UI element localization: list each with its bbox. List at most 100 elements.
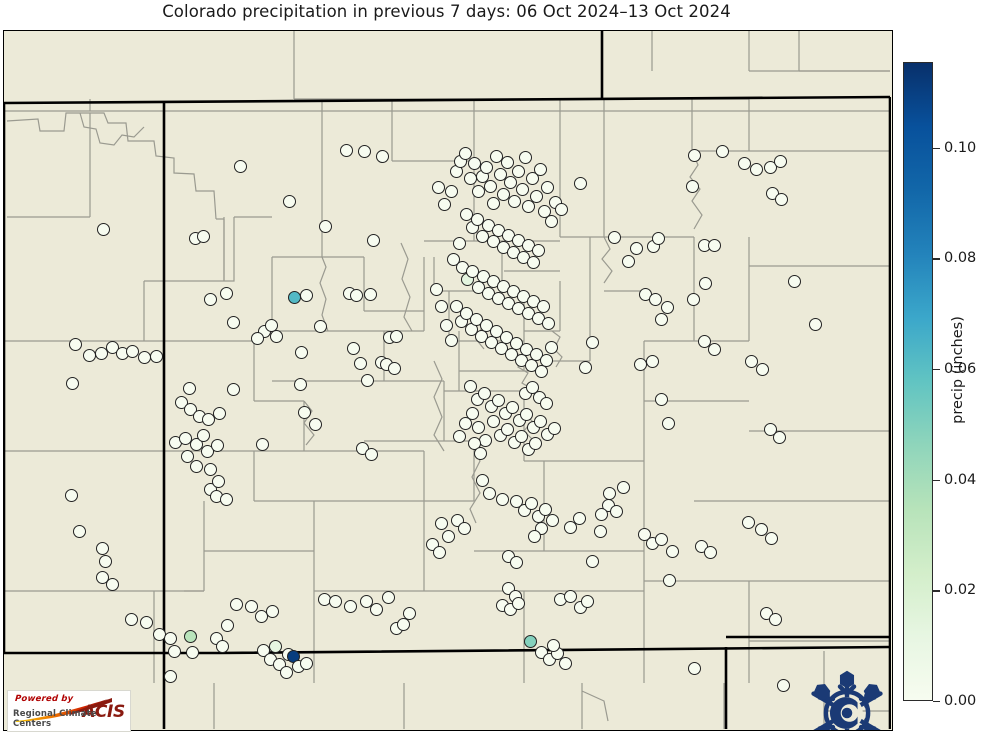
- station-marker[interactable]: [434, 516, 448, 530]
- station-marker[interactable]: [429, 282, 443, 296]
- station-marker[interactable]: [524, 496, 538, 510]
- station-marker[interactable]: [755, 362, 769, 376]
- station-marker[interactable]: [764, 531, 778, 545]
- station-marker[interactable]: [210, 438, 224, 452]
- station-marker[interactable]: [703, 545, 717, 559]
- station-marker[interactable]: [661, 416, 675, 430]
- station-marker[interactable]: [763, 422, 777, 436]
- station-marker[interactable]: [402, 606, 416, 620]
- station-marker[interactable]: [183, 629, 197, 643]
- station-marker[interactable]: [563, 589, 577, 603]
- station-marker[interactable]: [215, 639, 229, 653]
- station-marker[interactable]: [536, 299, 550, 313]
- station-marker[interactable]: [754, 522, 768, 536]
- station-marker[interactable]: [452, 429, 466, 443]
- station-marker[interactable]: [452, 236, 466, 250]
- station-marker[interactable]: [182, 381, 196, 395]
- station-marker[interactable]: [489, 324, 503, 338]
- station-marker[interactable]: [318, 219, 332, 233]
- station-marker[interactable]: [444, 333, 458, 347]
- station-marker[interactable]: [776, 678, 790, 692]
- station-marker[interactable]: [200, 444, 214, 458]
- station-marker[interactable]: [578, 360, 592, 374]
- station-marker[interactable]: [489, 149, 503, 163]
- station-marker[interactable]: [707, 238, 721, 252]
- station-marker[interactable]: [265, 604, 279, 618]
- station-marker[interactable]: [511, 164, 525, 178]
- station-marker[interactable]: [687, 148, 701, 162]
- station-marker[interactable]: [477, 386, 491, 400]
- station-marker[interactable]: [64, 488, 78, 502]
- station-marker[interactable]: [308, 417, 322, 431]
- station-marker[interactable]: [233, 159, 247, 173]
- station-marker[interactable]: [537, 204, 551, 218]
- station-marker[interactable]: [648, 292, 662, 306]
- station-marker[interactable]: [226, 382, 240, 396]
- station-marker[interactable]: [463, 171, 477, 185]
- station-marker[interactable]: [715, 144, 729, 158]
- station-marker[interactable]: [268, 639, 282, 653]
- station-marker[interactable]: [189, 459, 203, 473]
- station-marker[interactable]: [124, 612, 138, 626]
- station-marker[interactable]: [519, 407, 533, 421]
- station-marker[interactable]: [441, 529, 455, 543]
- station-marker[interactable]: [511, 596, 525, 610]
- station-marker[interactable]: [125, 344, 139, 358]
- station-marker[interactable]: [203, 462, 217, 476]
- colorbar[interactable]: 0.00 0.02 0.04 0.06 0.08 0.10: [903, 62, 976, 709]
- station-marker[interactable]: [529, 347, 543, 361]
- station-marker[interactable]: [509, 555, 523, 569]
- station-marker[interactable]: [137, 350, 151, 364]
- station-marker[interactable]: [533, 162, 547, 176]
- station-marker[interactable]: [698, 276, 712, 290]
- station-marker[interactable]: [203, 292, 217, 306]
- station-marker[interactable]: [527, 529, 541, 543]
- station-marker[interactable]: [686, 292, 700, 306]
- station-marker[interactable]: [444, 184, 458, 198]
- station-marker[interactable]: [546, 638, 560, 652]
- station-marker[interactable]: [360, 373, 374, 387]
- station-marker[interactable]: [491, 393, 505, 407]
- station-marker[interactable]: [201, 412, 215, 426]
- station-marker[interactable]: [593, 524, 607, 538]
- station-marker[interactable]: [458, 146, 472, 160]
- station-marker[interactable]: [167, 644, 181, 658]
- station-marker[interactable]: [432, 545, 446, 559]
- station-marker[interactable]: [437, 197, 451, 211]
- station-marker[interactable]: [499, 330, 513, 344]
- station-marker[interactable]: [212, 406, 226, 420]
- station-marker[interactable]: [529, 189, 543, 203]
- station-marker[interactable]: [500, 155, 514, 169]
- station-marker[interactable]: [95, 570, 109, 584]
- station-marker[interactable]: [585, 335, 599, 349]
- station-marker[interactable]: [180, 449, 194, 463]
- station-marker[interactable]: [389, 329, 403, 343]
- station-marker[interactable]: [470, 212, 484, 226]
- station-marker[interactable]: [660, 300, 674, 314]
- station-marker[interactable]: [178, 431, 192, 445]
- station-marker[interactable]: [787, 274, 801, 288]
- station-marker[interactable]: [250, 331, 264, 345]
- station-marker[interactable]: [507, 194, 521, 208]
- station-marker[interactable]: [244, 599, 258, 613]
- station-marker[interactable]: [539, 396, 553, 410]
- station-marker[interactable]: [449, 299, 463, 313]
- station-marker[interactable]: [486, 196, 500, 210]
- station-marker[interactable]: [459, 306, 473, 320]
- station-marker[interactable]: [369, 602, 383, 616]
- station-marker[interactable]: [163, 669, 177, 683]
- station-marker[interactable]: [96, 222, 110, 236]
- station-marker[interactable]: [457, 521, 471, 535]
- station-marker[interactable]: [563, 520, 577, 534]
- station-marker[interactable]: [773, 154, 787, 168]
- station-marker[interactable]: [697, 334, 711, 348]
- station-marker[interactable]: [82, 348, 96, 362]
- station-marker[interactable]: [521, 199, 535, 213]
- station-marker[interactable]: [687, 661, 701, 675]
- station-marker[interactable]: [434, 299, 448, 313]
- station-marker[interactable]: [654, 392, 668, 406]
- station-marker[interactable]: [431, 180, 445, 194]
- station-marker[interactable]: [346, 341, 360, 355]
- station-marker[interactable]: [541, 316, 555, 330]
- station-marker[interactable]: [629, 241, 643, 255]
